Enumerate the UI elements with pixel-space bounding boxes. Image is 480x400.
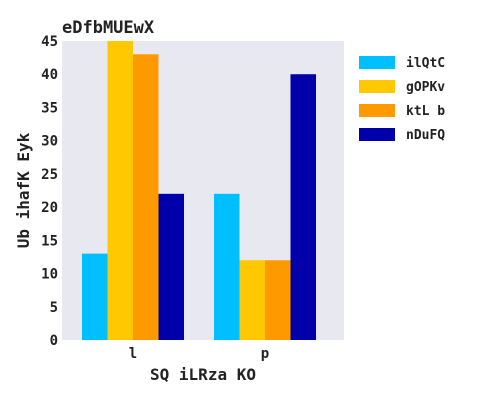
x-tick-label: p <box>261 346 269 362</box>
y-tick-label: 25 <box>41 167 58 183</box>
bar-gOPKv-l <box>107 41 133 340</box>
bars <box>82 41 316 341</box>
legend-label-gOPKv: gOPKv <box>406 80 445 95</box>
bar-nDuFQ-p <box>290 74 316 340</box>
legend-label-ktL-b: ktL b <box>406 104 445 119</box>
y-tick-label: 15 <box>41 233 58 249</box>
y-axis-label: Ub ihafK Eyk <box>14 132 33 248</box>
x-axis-label: SQ iLRza KO <box>150 365 256 384</box>
y-tick-label: 20 <box>41 200 58 216</box>
y-axis-ticks: 0 5 10 15 20 25 30 35 40 45 <box>41 34 58 349</box>
bar-ilQtC-l <box>82 253 108 340</box>
legend: ilQtC gOPKv ktL b nDuFQ <box>359 56 445 143</box>
bar-ktL-b-l <box>133 54 159 341</box>
y-tick-label: 40 <box>41 67 58 83</box>
chart-title: eDfbMUEwX <box>62 18 155 38</box>
legend-label-ilQtC: ilQtC <box>406 56 445 71</box>
legend-swatch-nDuFQ <box>359 128 395 141</box>
legend-label-nDuFQ: nDuFQ <box>406 128 445 143</box>
y-tick-label: 35 <box>41 100 58 116</box>
y-tick-label: 10 <box>41 267 58 283</box>
y-tick-label: 0 <box>50 333 58 349</box>
bar-gOPKv-p <box>239 260 265 340</box>
legend-swatch-ilQtC <box>359 56 395 69</box>
bar-ilQtC-p <box>214 193 240 340</box>
bar-nDuFQ-l <box>158 193 184 340</box>
y-tick-label: 45 <box>41 34 58 50</box>
bar-ktL-b-p <box>265 260 291 340</box>
y-tick-label: 5 <box>50 300 58 316</box>
legend-swatch-ktL-b <box>359 104 395 117</box>
y-tick-label: 30 <box>41 134 58 150</box>
x-tick-label: l <box>129 346 137 362</box>
legend-swatch-gOPKv <box>359 80 395 93</box>
